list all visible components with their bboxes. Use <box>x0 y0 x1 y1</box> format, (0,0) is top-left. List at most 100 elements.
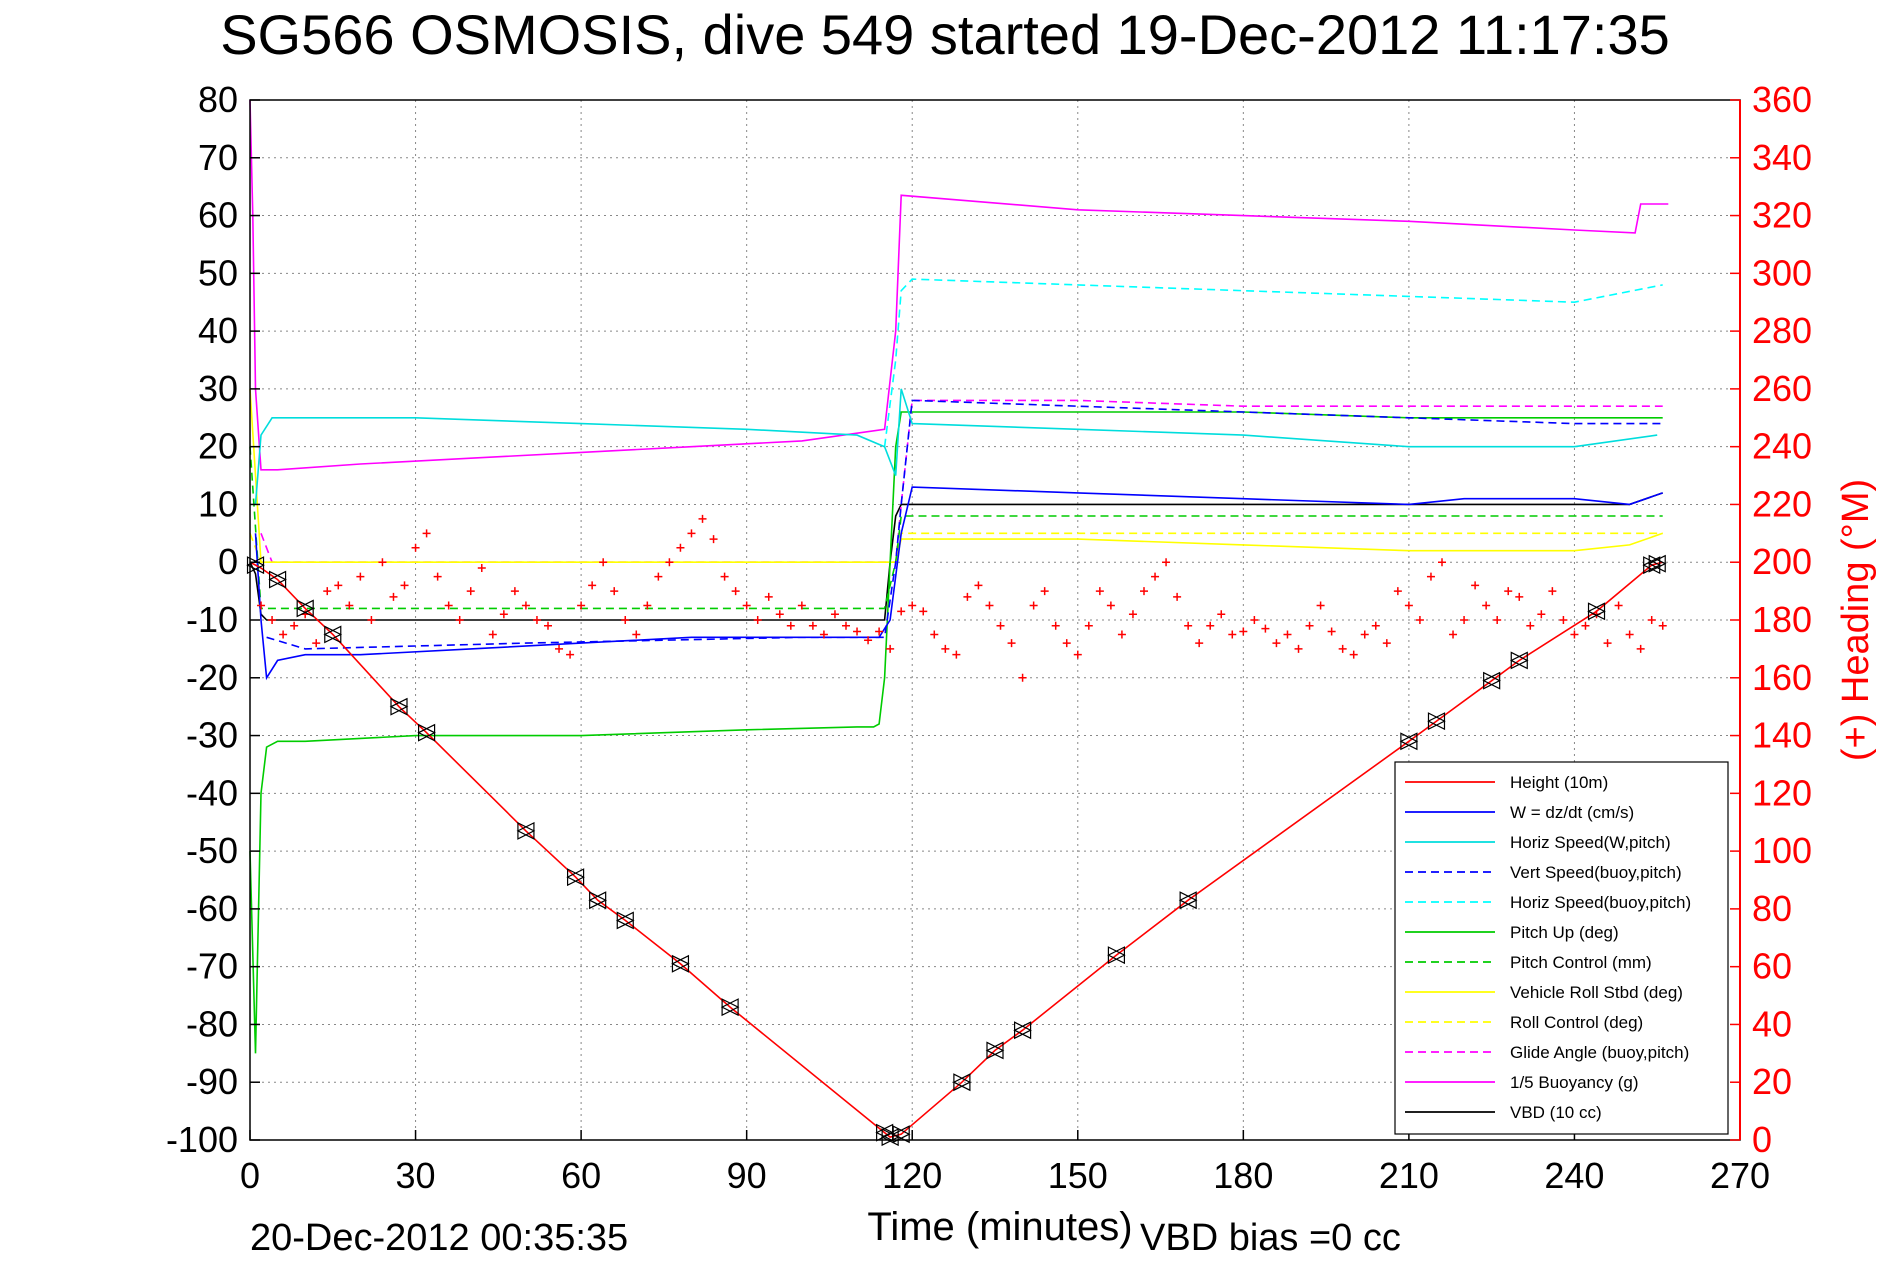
dive-marker <box>1587 602 1606 621</box>
y2-tick-label: 180 <box>1752 599 1812 640</box>
chart-title: SG566 OSMOSIS, dive 549 started 19-Dec-2… <box>220 3 1670 66</box>
heading-mark <box>1029 601 1038 610</box>
dive-marker <box>516 821 536 840</box>
y2-tick-label: 100 <box>1752 830 1812 871</box>
heading-mark <box>1614 601 1623 610</box>
y2-tick-label: 40 <box>1752 1003 1792 1044</box>
heading-mark <box>1250 616 1259 624</box>
dive-marker <box>985 1041 1005 1060</box>
x-tick-label: 210 <box>1379 1155 1439 1196</box>
legend-label: Roll Control (deg) <box>1510 1013 1643 1032</box>
y-tick-label: 60 <box>198 195 238 236</box>
heading-mark <box>1040 587 1049 596</box>
series-line-1-5-buoyancy-g- <box>249 99 1669 471</box>
legend-label: Horiz Speed(buoy,pitch) <box>1510 893 1691 912</box>
y-tick-label: 0 <box>218 541 238 582</box>
heading-mark <box>1084 621 1093 630</box>
heading-mark <box>1327 627 1336 636</box>
heading-mark <box>764 592 773 601</box>
y2-axis-label: (+) Heading (°M) <box>1835 479 1877 761</box>
heading-mark <box>1526 621 1535 630</box>
dive-marker <box>952 1073 972 1092</box>
heading-mark <box>610 587 619 596</box>
heading-mark <box>1393 587 1402 596</box>
heading-mark <box>786 621 795 630</box>
heading-mark <box>797 601 806 610</box>
heading-mark <box>1206 621 1215 630</box>
heading-mark <box>532 616 541 624</box>
y-tick-label: 10 <box>198 483 238 524</box>
dive-marker <box>720 998 740 1017</box>
heading-mark <box>720 572 729 581</box>
heading-mark <box>510 587 519 596</box>
heading-mark <box>356 572 365 581</box>
heading-mark <box>279 630 288 639</box>
heading-mark <box>731 587 740 596</box>
heading-mark <box>919 607 928 616</box>
x-tick-label: 60 <box>561 1155 601 1196</box>
heading-mark <box>853 627 862 636</box>
x-tick-label: 90 <box>727 1155 767 1196</box>
dive-marker <box>1482 671 1502 690</box>
y-tick-label: 80 <box>198 79 238 120</box>
heading-mark <box>389 592 398 601</box>
heading-mark <box>1515 592 1524 601</box>
heading-mark <box>830 610 839 619</box>
heading-mark <box>842 621 850 630</box>
heading-mark <box>1471 581 1480 590</box>
heading-mark <box>1504 587 1513 596</box>
heading-mark <box>1493 616 1502 624</box>
heading-mark <box>599 558 608 567</box>
heading-mark <box>411 543 420 552</box>
heading-mark <box>1415 616 1424 624</box>
heading-mark <box>400 581 409 590</box>
dive-marker <box>1013 1021 1032 1040</box>
heading-mark <box>908 601 917 610</box>
heading-mark <box>588 581 597 590</box>
heading-mark <box>566 650 575 659</box>
heading-mark <box>1625 630 1634 639</box>
y-tick-label: -80 <box>186 1003 238 1044</box>
heading-mark <box>1305 621 1314 630</box>
y-tick-label: -60 <box>186 888 238 929</box>
heading-mark <box>555 644 564 653</box>
y-tick-label: -70 <box>186 946 238 987</box>
y2-tick-label: 160 <box>1752 657 1812 698</box>
heading-mark <box>1151 572 1160 581</box>
heading-mark <box>444 601 453 610</box>
vbd-bias-label: VBD bias =0 cc <box>1140 1217 1401 1259</box>
y2-tick-label: 280 <box>1752 310 1812 351</box>
dive-markers <box>246 554 1667 1147</box>
dive-marker <box>1647 554 1667 573</box>
legend-label: Horiz Speed(W,pitch) <box>1510 833 1671 852</box>
legend-label: Glide Angle (buoy,pitch) <box>1510 1043 1689 1062</box>
legend-label: Pitch Up (deg) <box>1510 923 1619 942</box>
y-axis-ticks: 80 70 60 50 40 30 20 10 0 -10 -20 -30 -40 -50 -60 -70 -8… <box>166 79 260 1160</box>
heading-mark <box>1438 558 1446 567</box>
heading-mark <box>1316 601 1325 610</box>
heading-mark <box>886 644 895 653</box>
y-tick-label: -50 <box>186 830 238 871</box>
heading-mark <box>1217 610 1226 619</box>
y2-tick-label: 60 <box>1752 946 1792 987</box>
heading-mark <box>1007 639 1016 648</box>
series-line-vert-speed-buoy-pitch- <box>266 399 1663 650</box>
heading-mark <box>1062 639 1071 648</box>
heading-mark <box>897 607 906 616</box>
dive-marker <box>588 891 608 910</box>
heading-mark <box>1018 673 1027 682</box>
dive-marker <box>1178 891 1198 910</box>
y2-tick-label: 300 <box>1752 252 1812 293</box>
y2-tick-label: 220 <box>1752 483 1812 524</box>
heading-mark <box>1449 630 1458 639</box>
heading-mark <box>466 587 475 596</box>
x-tick-label: 30 <box>396 1155 436 1196</box>
x-tick-label: 150 <box>1048 1155 1108 1196</box>
y2-tick-label: 80 <box>1752 888 1792 929</box>
heading-mark <box>1349 650 1358 659</box>
dive-marker <box>566 868 585 887</box>
heading-mark <box>1460 616 1469 624</box>
y-tick-label: -10 <box>186 599 238 640</box>
heading-mark <box>312 639 321 648</box>
x-tick-label: 0 <box>240 1155 260 1196</box>
